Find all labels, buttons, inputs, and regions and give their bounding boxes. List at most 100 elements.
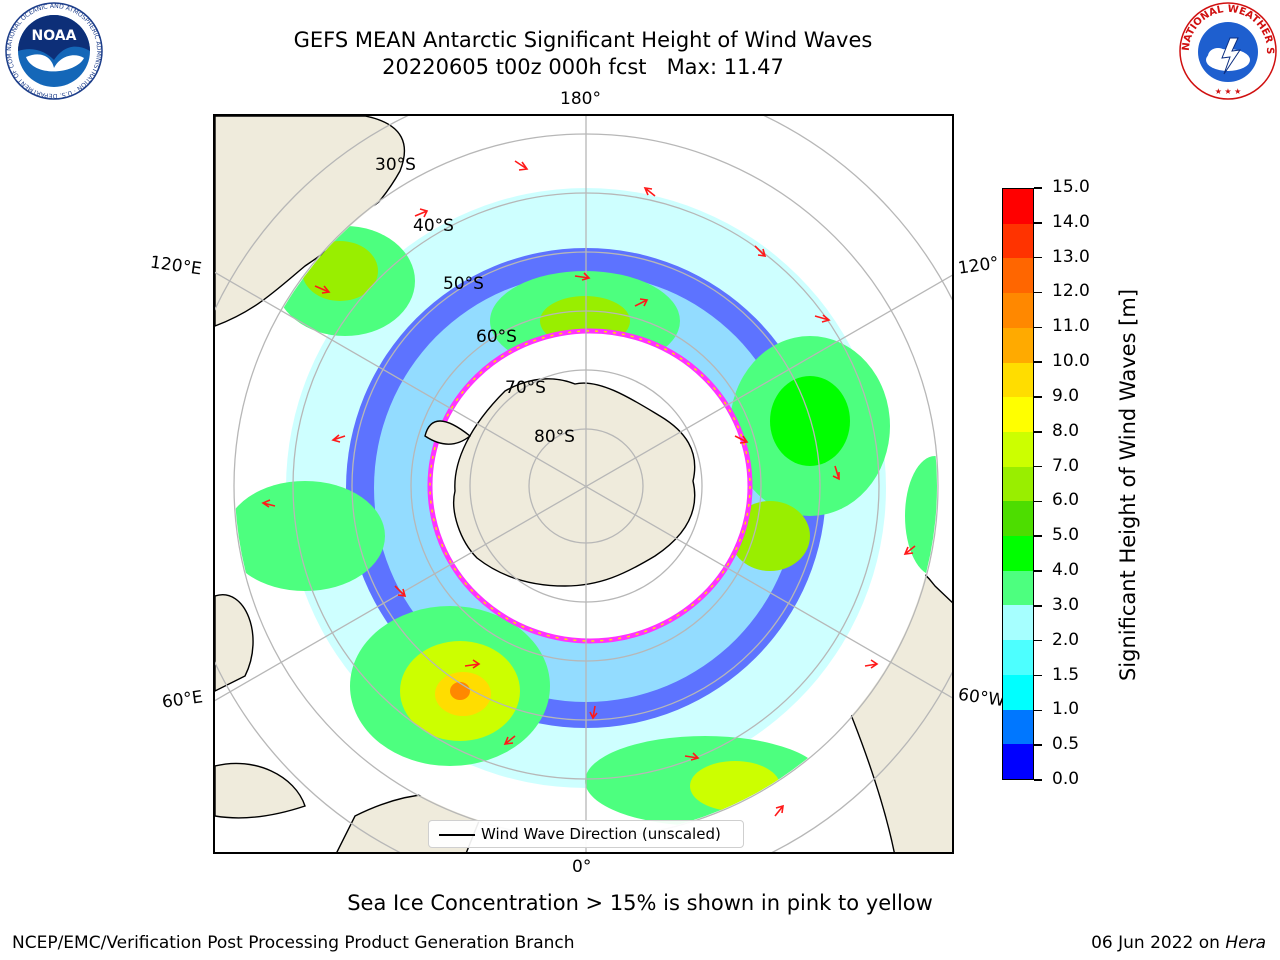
svg-text:★ ★ ★: ★ ★ ★ xyxy=(1215,87,1242,96)
lat-label: 30°S xyxy=(375,155,416,175)
colorbar-tick-label: 8.0 xyxy=(1052,420,1080,441)
colorbar-tick-label: 1.0 xyxy=(1052,699,1080,720)
colorbar-segment xyxy=(1003,431,1033,467)
colorbar-segment xyxy=(1003,327,1033,363)
wave-arrow xyxy=(864,659,879,669)
colorbar-tick xyxy=(1034,431,1042,433)
nws-logo: NATIONAL WEATHER SERVICE ★ ★ ★ xyxy=(1178,2,1277,100)
colorbar-segment xyxy=(1003,258,1033,294)
lon-label-120w: 120° xyxy=(956,253,1001,279)
colorbar-tick-label: 7.0 xyxy=(1052,455,1080,476)
colorbar-tick-label: 9.0 xyxy=(1052,385,1080,406)
colorbar-tick xyxy=(1034,570,1042,572)
wave-arrow xyxy=(514,160,529,171)
colorbar-tick-label: 0.5 xyxy=(1052,734,1080,755)
colorbar-segment xyxy=(1003,223,1033,259)
wave-arrow xyxy=(684,752,700,761)
chart-subtitle: 20220605 t00z 000h fcst Max: 11.47 xyxy=(382,55,784,79)
wave-arrow xyxy=(261,499,276,508)
colorbar-segment xyxy=(1003,640,1033,675)
colorbar-tick-label: 4.0 xyxy=(1052,560,1080,581)
colorbar-segment xyxy=(1003,709,1033,745)
wave-arrow xyxy=(331,434,346,443)
colorbar-tick xyxy=(1034,291,1042,294)
wave-arrow xyxy=(774,804,784,817)
colorbar-title: Significant Height of Wind Waves [m] xyxy=(1116,288,1140,682)
legend-label: Wind Wave Direction (unscaled) xyxy=(481,825,721,843)
polar-map-canvas: 30°S 40°S 50°S 60°S 70°S 80°S xyxy=(215,116,952,852)
wind-wave-arrows xyxy=(261,160,916,817)
colorbar-tick xyxy=(1034,709,1042,712)
colorbar-tick-label: 12.0 xyxy=(1052,281,1090,302)
svg-text:NOAA: NOAA xyxy=(32,28,77,44)
colorbar-tick xyxy=(1034,361,1042,363)
wave-arrow xyxy=(394,585,407,597)
colorbar-tick xyxy=(1034,222,1042,224)
lon-label-60w: 60°W xyxy=(956,684,1007,712)
lon-label-180: 180° xyxy=(560,89,601,109)
colorbar-tick xyxy=(1034,535,1042,537)
wave-arrow xyxy=(314,285,331,294)
wave-arrow xyxy=(754,245,767,257)
colorbar-segment xyxy=(1003,362,1033,398)
wave-arrow xyxy=(832,465,840,481)
colorbar-segment xyxy=(1003,397,1033,432)
colorbar-tick xyxy=(1034,326,1042,329)
footer-credit: NCEP/EMC/Verification Post Processing Pr… xyxy=(12,933,575,953)
legend-line-swatch xyxy=(439,834,475,836)
colorbar-segment xyxy=(1003,674,1033,710)
wave-arrow xyxy=(503,735,516,745)
colorbar-tick-label: 13.0 xyxy=(1052,246,1090,267)
caption: Sea Ice Concentration > 15% is shown in … xyxy=(347,891,933,915)
lat-label: 80°S xyxy=(534,427,575,447)
colorbar-tick xyxy=(1034,465,1042,468)
wave-arrow xyxy=(464,659,481,669)
colorbar-tick-label: 3.0 xyxy=(1052,594,1080,615)
colorbar-segment xyxy=(1003,189,1033,224)
colorbar-segment xyxy=(1003,570,1033,606)
map-labels: 30°S 40°S 50°S 60°S 70°S 80°S xyxy=(375,155,575,447)
colorbar-tick-label: 10.0 xyxy=(1052,351,1090,372)
colorbar-tick xyxy=(1034,396,1042,398)
lat-label: 40°S xyxy=(413,216,454,236)
wave-arrow xyxy=(414,208,429,218)
colorbar-tick-label: 1.5 xyxy=(1052,664,1080,685)
map-legend: Wind Wave Direction (unscaled) xyxy=(428,820,744,848)
wave-arrow xyxy=(814,314,831,323)
colorbar-tick xyxy=(1034,674,1042,677)
lat-label: 60°S xyxy=(476,327,517,347)
colorbar-tick-label: 6.0 xyxy=(1052,490,1080,511)
colorbar-tick xyxy=(1034,187,1042,189)
wave-arrow xyxy=(903,545,916,555)
lat-label: 50°S xyxy=(443,274,484,294)
colorbar-segment xyxy=(1003,744,1033,779)
colorbar-tick xyxy=(1034,744,1042,746)
colorbar-segment xyxy=(1003,536,1033,571)
colorbar-tick xyxy=(1034,779,1042,781)
colorbar-tick-label: 15.0 xyxy=(1052,177,1090,197)
colorbar-segment xyxy=(1003,466,1033,502)
graticule xyxy=(215,116,952,852)
wave-arrow xyxy=(574,272,591,281)
colorbar-tick xyxy=(1034,605,1042,607)
colorbar-tick-label: 2.0 xyxy=(1052,629,1080,650)
polar-map: 30°S 40°S 50°S 60°S 70°S 80°S Wind Wave … xyxy=(213,114,954,854)
colorbar-tick-label: 14.0 xyxy=(1052,211,1090,232)
chart-title: GEFS MEAN Antarctic Significant Height o… xyxy=(293,28,873,52)
noaa-logo: NATIONAL OCEANIC AND ATMOSPHERIC ADMINIS… xyxy=(4,2,103,100)
colorbar-tick-label: 11.0 xyxy=(1052,316,1090,337)
lon-label-120e: 120°E xyxy=(148,252,203,280)
lon-label-0: 0° xyxy=(572,857,592,877)
colorbar-segment xyxy=(1003,293,1033,328)
colorbar-tick xyxy=(1034,256,1042,259)
wave-arrow xyxy=(643,187,656,197)
antarctica xyxy=(453,378,696,587)
colorbar xyxy=(1002,188,1034,780)
lat-label: 70°S xyxy=(505,378,546,398)
footer-date-text: 06 Jun 2022 on xyxy=(1091,933,1226,953)
wave-arrow xyxy=(634,298,649,307)
colorbar-tick xyxy=(1034,500,1042,503)
colorbar-segment xyxy=(1003,501,1033,537)
footer-host: Hera xyxy=(1225,933,1266,953)
colorbar-tick-label: 0.0 xyxy=(1052,769,1080,789)
